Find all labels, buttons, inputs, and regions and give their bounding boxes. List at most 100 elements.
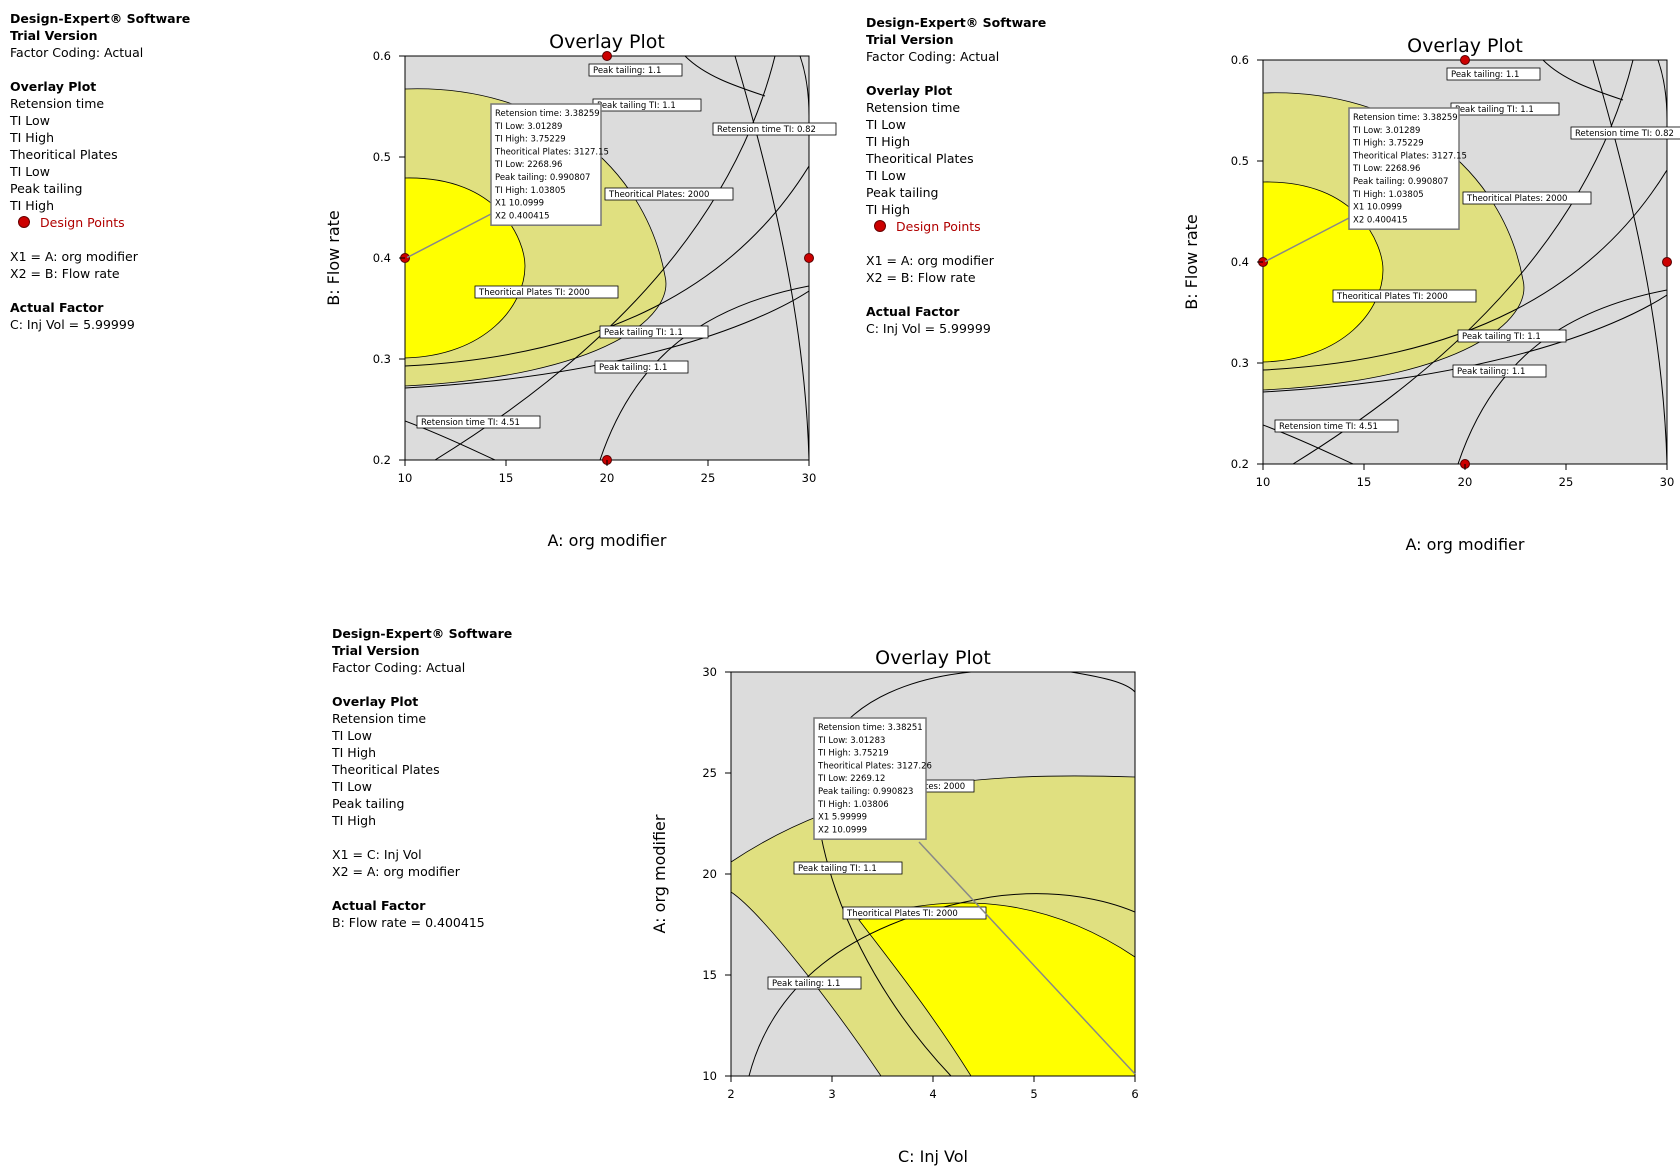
panel-2-info: Design-Expert® Software Trial Version Fa… <box>866 14 1046 337</box>
contour-label: Retension time TI: 4.51 <box>416 415 541 429</box>
plot-title: Overlay Plot <box>875 647 991 669</box>
x-tick-label: 10 <box>1256 475 1271 489</box>
software-name: Design-Expert® Software <box>10 11 191 26</box>
svg-text:Retension time: 3.38251: Retension time: 3.38251 <box>818 723 923 733</box>
contour-line <box>405 165 809 367</box>
y-tick-label: 0.3 <box>373 352 391 366</box>
y-tick-label: 0.5 <box>1231 154 1249 168</box>
y-tick-label: 15 <box>702 968 717 982</box>
response-item: TI High <box>10 198 55 213</box>
svg-text:TI High: 1.03805: TI High: 1.03805 <box>1352 190 1424 200</box>
design-point-icon <box>18 216 30 228</box>
version-label: Trial Version <box>332 643 420 658</box>
svg-text:TI High: 1.03805: TI High: 1.03805 <box>494 186 566 196</box>
svg-text:X1 10.0999: X1 10.0999 <box>495 199 544 209</box>
y-tick-label: 0.2 <box>1231 457 1249 471</box>
contour-line <box>815 801 952 1076</box>
flag-tooltip: Retension time: 3.38259 TI Low: 3.01289 … <box>490 103 609 226</box>
plot-area <box>405 56 809 460</box>
svg-text:Retension time TI: 4.51: Retension time TI: 4.51 <box>421 418 520 428</box>
plot-area <box>731 672 1135 1076</box>
y-tick-label: 0.2 <box>373 453 391 467</box>
response-item: TI Low <box>10 164 50 179</box>
contour-label: Peak tailing TI: 1.1 <box>599 325 709 339</box>
x-tick-label: 25 <box>1559 475 1574 489</box>
response-item: Retension time <box>332 711 427 726</box>
svg-text:Peak tailing: 1.1: Peak tailing: 1.1 <box>599 363 667 373</box>
plot-title: Overlay Plot <box>549 31 665 53</box>
contour-label: tes: 2000 <box>920 779 975 793</box>
svg-text:Retension time TI: 0.82: Retension time TI: 0.82 <box>717 125 816 135</box>
svg-text:TI High: 3.75229: TI High: 3.75229 <box>494 135 566 145</box>
section-title: Overlay Plot <box>10 79 97 94</box>
contour-label: Retension time TI: 4.51 <box>1274 419 1399 433</box>
response-item: Peak tailing <box>866 185 939 200</box>
contour-line <box>405 290 809 389</box>
svg-text:Peak tailing TI: 1.1: Peak tailing TI: 1.1 <box>604 328 683 338</box>
y-axis-label: A: org modifier <box>650 814 669 933</box>
actual-factor-title: Actual Factor <box>866 304 960 319</box>
y-axis-label: B: Flow rate <box>324 210 343 306</box>
y-tick-label: 0.6 <box>373 49 391 63</box>
actual-factor-value: C: Inj Vol = 5.99999 <box>10 317 135 332</box>
svg-text:TI Low: 3.01289: TI Low: 3.01289 <box>1352 126 1420 136</box>
design-point <box>804 253 814 263</box>
x1-definition: X1 = A: org modifier <box>10 249 138 264</box>
svg-text:X2 0.400415: X2 0.400415 <box>495 211 550 221</box>
version-label: Trial Version <box>10 28 98 43</box>
svg-text:Peak tailing TI: 1.1: Peak tailing TI: 1.1 <box>597 101 676 111</box>
x2-definition: X2 = B: Flow rate <box>866 270 976 285</box>
contour-label: Peak tailing: 1.1 <box>588 63 683 77</box>
x-tick-label: 6 <box>1131 1087 1138 1101</box>
svg-text:TI Low: 2269.12: TI Low: 2269.12 <box>817 774 885 784</box>
x-tick-label: 4 <box>929 1087 936 1101</box>
response-item: Retension time <box>10 96 105 111</box>
svg-text:TI High: 3.75229: TI High: 3.75229 <box>1352 139 1424 149</box>
x-axis-label: A: org modifier <box>548 531 667 550</box>
version-label: Trial Version <box>866 32 954 47</box>
x2-definition: X2 = B: Flow rate <box>10 266 120 281</box>
y-tick-label: 0.4 <box>373 251 391 265</box>
svg-text:Peak tailing: 1.1: Peak tailing: 1.1 <box>1457 367 1525 377</box>
svg-text:TI Low: 2268.96: TI Low: 2268.96 <box>1352 164 1420 174</box>
svg-text:Peak tailing: 0.990807: Peak tailing: 0.990807 <box>495 173 590 183</box>
y-tick-label: 30 <box>702 665 717 679</box>
overlay-plot-3: tes: 2000 Peak tailing TI: 1.1 Theoritical… <box>650 647 1139 1166</box>
contour-label: Peak tailing: 1.1 <box>1452 364 1547 378</box>
svg-text:X2 0.400415: X2 0.400415 <box>1353 215 1408 225</box>
response-item: Peak tailing <box>10 181 83 196</box>
panel-1-info: Design-Expert® Software Trial Version Fa… <box>10 10 190 333</box>
factor-coding: Factor Coding: Actual <box>866 49 1000 64</box>
y-tick-label: 20 <box>702 867 717 881</box>
y-tick-label: 25 <box>702 766 717 780</box>
x-tick-label: 5 <box>1030 1087 1037 1101</box>
x-tick-label: 3 <box>828 1087 835 1101</box>
svg-text:Peak tailing: 0.990823: Peak tailing: 0.990823 <box>818 787 913 797</box>
contour-line <box>684 56 766 97</box>
factor-coding: Factor Coding: Actual <box>332 660 466 675</box>
software-name: Design-Expert® Software <box>332 626 513 641</box>
svg-text:tes: 2000: tes: 2000 <box>925 782 965 792</box>
svg-text:Retension time: 3.38259: Retension time: 3.38259 <box>1353 113 1458 123</box>
response-item: Peak tailing <box>332 796 405 811</box>
plot-area <box>1263 60 1667 464</box>
x-tick-label: 25 <box>701 471 716 485</box>
actual-factor-title: Actual Factor <box>10 300 104 315</box>
svg-text:TI Low: 3.01289: TI Low: 3.01289 <box>494 122 562 132</box>
x-tick-label: 30 <box>1660 475 1675 489</box>
y-tick-label: 0.4 <box>1231 255 1249 269</box>
svg-text:Retension time TI: 4.51: Retension time TI: 4.51 <box>1279 422 1378 432</box>
section-title: Overlay Plot <box>866 83 953 98</box>
response-item: TI Low <box>866 117 906 132</box>
software-name: Design-Expert® Software <box>866 15 1047 30</box>
x-tick-label: 15 <box>499 471 514 485</box>
contour-label: Peak tailing: 1.1 <box>1446 67 1541 81</box>
svg-text:Theoritical Plates TI: 2000: Theoritical Plates TI: 2000 <box>478 288 590 298</box>
x-tick-label: 20 <box>600 471 615 485</box>
svg-text:X1 5.99999: X1 5.99999 <box>818 813 867 823</box>
svg-text:TI High: 1.03806: TI High: 1.03806 <box>817 800 889 810</box>
panel-3-info: Design-Expert® Software Trial Version Fa… <box>332 625 512 931</box>
svg-text:Theoritical Plates: 3127.26: Theoritical Plates: 3127.26 <box>817 761 932 771</box>
contour-line <box>1542 60 1624 101</box>
